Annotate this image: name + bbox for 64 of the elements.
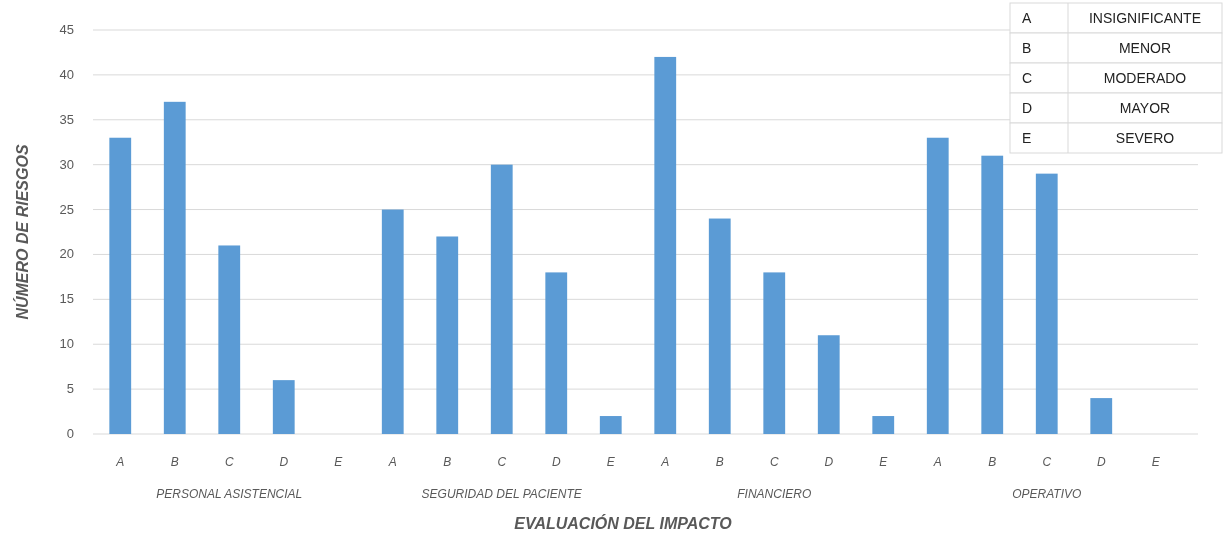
annotation: D xyxy=(1022,100,1033,116)
annotation: SEVERO xyxy=(1115,130,1175,146)
text: INSIGNIFICANTE xyxy=(1088,10,1202,26)
x-tick-label: E xyxy=(334,455,344,469)
x-tick-label: D xyxy=(279,455,289,469)
bar xyxy=(708,218,731,434)
x-tick-label: B xyxy=(988,455,997,469)
bar xyxy=(817,335,840,434)
x-tick-label: C xyxy=(497,455,507,469)
x-tick-label: B xyxy=(170,455,179,469)
x-tick-label: E xyxy=(879,455,889,469)
annotation: MENOR xyxy=(1118,40,1172,56)
bar xyxy=(272,380,295,434)
y-tick-label: 25 xyxy=(59,201,74,217)
text: SEGURIDAD DEL PACIENTE xyxy=(421,487,583,501)
bar xyxy=(109,137,132,434)
x-tick-label: D xyxy=(551,455,561,469)
text: A xyxy=(1022,10,1032,26)
text: PERSONAL ASISTENCIAL xyxy=(156,487,303,501)
x-tick-label: E xyxy=(606,455,616,469)
bar xyxy=(926,137,949,434)
y-tick-label: 0 xyxy=(66,426,74,441)
bar xyxy=(981,155,1004,434)
bar xyxy=(1035,173,1058,434)
x-tick-label: A xyxy=(932,455,942,469)
bar xyxy=(490,164,513,434)
y-tick-label: 45 xyxy=(59,22,74,37)
x-tick-label: E xyxy=(1151,455,1161,469)
x-tick-label: B xyxy=(715,455,724,469)
annotation: MAYOR xyxy=(1119,100,1171,116)
x-tick-label: A xyxy=(115,455,125,469)
y-tick-label: 35 xyxy=(59,111,74,127)
bar xyxy=(436,236,459,434)
y-tick-label: 40 xyxy=(59,66,74,82)
y-tick-label: 20 xyxy=(59,246,74,262)
text: FINANCIERO xyxy=(737,487,812,501)
x-tick-label: C xyxy=(769,455,779,469)
x-tick-label: C xyxy=(1042,455,1052,469)
bar xyxy=(163,101,186,434)
annotation: C xyxy=(1022,70,1033,86)
bar xyxy=(599,416,622,434)
bar xyxy=(218,245,241,434)
bar xyxy=(763,272,786,434)
annotation: B xyxy=(1022,40,1032,56)
text: OPERATIVO xyxy=(1012,487,1082,501)
y-tick-label: 30 xyxy=(59,156,74,172)
annotation: E xyxy=(1022,130,1032,146)
annotation: MODERADO xyxy=(1103,70,1187,86)
x-tick-label: A xyxy=(387,455,397,469)
x-tick-label: B xyxy=(443,455,452,469)
x-axis-title: EVALUACIÓN DEL IMPACTO xyxy=(514,514,733,532)
bar xyxy=(654,56,677,434)
y-tick-label: 10 xyxy=(59,336,74,352)
x-tick-label: D xyxy=(1096,455,1106,469)
y-tick-label: 5 xyxy=(66,381,74,397)
y-tick-label: 15 xyxy=(59,291,74,307)
x-tick-label: A xyxy=(660,455,670,469)
y-axis-title: NÚMERO DE RIESGOS xyxy=(13,144,31,320)
bar xyxy=(545,272,568,434)
bar xyxy=(1090,398,1113,434)
bar xyxy=(872,416,895,434)
x-tick-label: C xyxy=(224,455,234,469)
x-tick-label: D xyxy=(824,455,834,469)
bar xyxy=(381,209,404,434)
